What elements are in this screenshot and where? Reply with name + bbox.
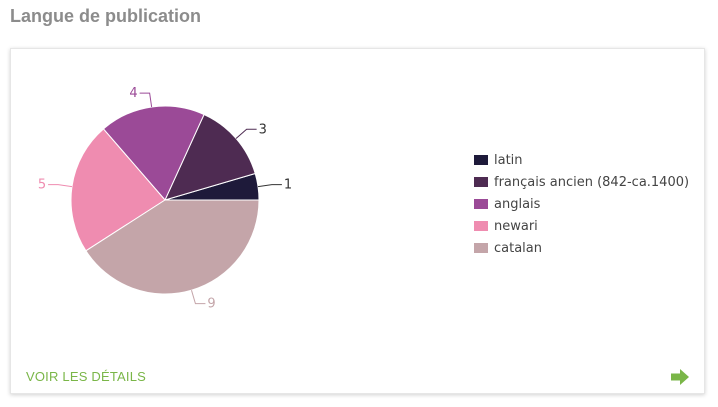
chart-card: 1 3 4 5 9 latin français ancien (842-ca.1400)… (10, 48, 705, 394)
pie-slice-newari[interactable] (70, 128, 166, 252)
pie-chart: 1 3 4 5 9 (38, 86, 292, 312)
pie-leader-anglais (139, 92, 153, 108)
legend-swatch (474, 199, 488, 209)
legend-item-latin[interactable]: latin (474, 149, 689, 171)
legend-item-newari[interactable]: newari (474, 215, 689, 237)
pie-leader-latin (257, 184, 282, 188)
legend-swatch (474, 243, 488, 253)
pie-value-label-latin: 1 (284, 178, 292, 193)
page-title: Langue de publication (10, 6, 202, 26)
legend-label: catalan (494, 240, 542, 256)
legend-item-francais-ancien-842-ca-1400[interactable]: français ancien (842-ca.1400) (474, 171, 689, 193)
legend-label: anglais (494, 196, 541, 212)
chart-legend: latin français ancien (842-ca.1400) anglai… (474, 149, 689, 259)
legend-item-anglais[interactable]: anglais (474, 193, 689, 215)
pie-slice-francais-ancien-842-ca-1400[interactable] (164, 113, 256, 201)
legend-label: latin (494, 152, 523, 168)
pie-value-label-francais-ancien-842-ca-1400: 3 (259, 122, 267, 137)
pie-leader-newari (48, 184, 73, 188)
legend-label: français ancien (842-ca.1400) (494, 174, 690, 190)
legend-item-catalan[interactable]: catalan (474, 237, 689, 259)
pie-value-label-newari: 5 (38, 178, 46, 193)
pie-leader-catalan (191, 290, 206, 305)
pie-value-label-anglais: 4 (129, 86, 137, 101)
legend-swatch (474, 221, 488, 231)
legend-label: newari (494, 218, 538, 234)
pie-slice-catalan[interactable] (85, 199, 260, 295)
details-link[interactable]: VOIR LES DÉTAILS (26, 369, 146, 384)
pie-value-label-catalan: 9 (207, 297, 215, 312)
pie-leader-francais-ancien-842-ca-1400 (235, 128, 257, 139)
legend-swatch (474, 155, 488, 165)
arrow-right-icon[interactable] (671, 369, 689, 385)
legend-swatch (474, 177, 488, 187)
